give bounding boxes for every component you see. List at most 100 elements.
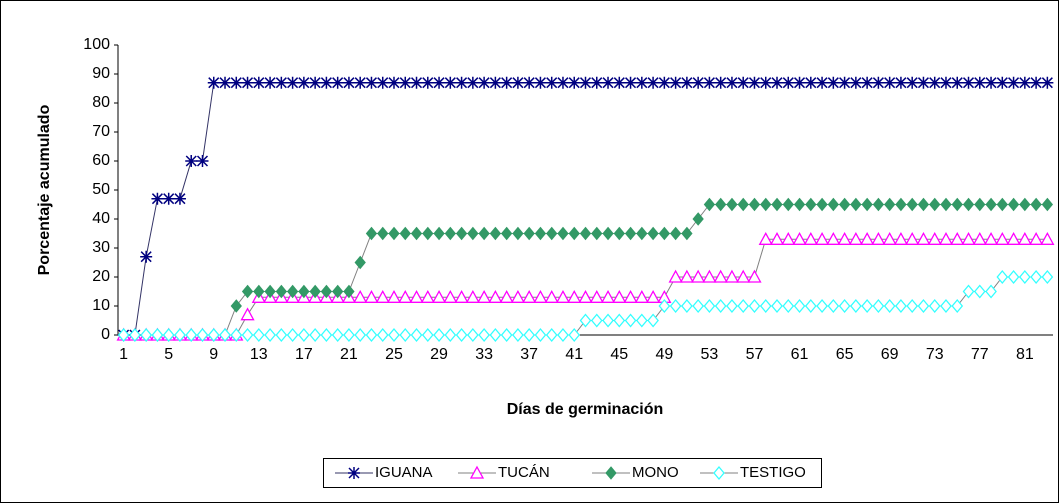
data-point <box>613 76 626 89</box>
data-point <box>692 76 705 89</box>
data-point <box>309 76 322 89</box>
x-tick-label: 45 <box>610 346 628 363</box>
data-point <box>433 226 445 241</box>
data-point <box>814 231 830 245</box>
data-point <box>579 226 592 241</box>
data-point <box>467 226 479 241</box>
data-point <box>602 76 615 89</box>
data-point <box>297 76 310 89</box>
x-tick-label: 29 <box>430 346 448 363</box>
data-point <box>748 197 761 212</box>
data-point <box>478 327 490 343</box>
data-point <box>624 226 637 241</box>
data-point <box>747 269 762 283</box>
data-point <box>669 226 682 241</box>
data-point <box>816 76 829 89</box>
data-point <box>443 289 458 303</box>
data-point <box>275 327 288 343</box>
data-point <box>600 289 616 303</box>
data-point <box>568 226 580 241</box>
data-point <box>872 197 885 212</box>
x-tick-label: 53 <box>701 346 719 363</box>
data-point <box>679 269 694 283</box>
data-point <box>320 76 333 89</box>
legend-marker <box>469 465 485 479</box>
data-point <box>1041 76 1054 89</box>
x-tick-label: 65 <box>836 346 854 363</box>
data-point <box>702 269 717 283</box>
data-point <box>320 284 333 299</box>
data-point <box>556 76 569 89</box>
data-point <box>376 76 389 89</box>
data-point <box>760 197 772 212</box>
data-point <box>478 76 491 89</box>
data-point <box>151 192 164 205</box>
data-point <box>286 327 299 343</box>
y-tick-label: 50 <box>92 181 110 198</box>
data-point <box>433 76 446 89</box>
data-point <box>883 76 896 89</box>
data-point <box>669 298 682 314</box>
data-point <box>264 327 276 343</box>
data-point <box>713 269 728 283</box>
data-point <box>882 231 897 245</box>
data-point <box>894 76 907 89</box>
data-point <box>129 327 141 343</box>
data-point <box>927 231 942 245</box>
data-point <box>590 313 603 328</box>
data-point <box>692 298 704 314</box>
data-point <box>590 76 603 89</box>
data-point <box>511 76 524 89</box>
data-point <box>736 269 751 283</box>
data-point <box>793 197 806 212</box>
data-point <box>974 197 986 212</box>
data-point <box>737 298 750 314</box>
data-point <box>681 226 693 241</box>
data-point <box>510 289 526 303</box>
data-point <box>816 298 828 314</box>
data-point <box>973 76 986 89</box>
data-point <box>343 284 355 299</box>
data-point <box>544 289 559 303</box>
data-point <box>523 226 535 241</box>
data-point <box>1018 76 1031 89</box>
data-point <box>906 197 918 212</box>
x-tick-label: 9 <box>209 346 218 363</box>
data-point <box>499 289 514 303</box>
data-point <box>1041 269 1054 285</box>
data-point <box>658 298 671 314</box>
data-point <box>567 289 582 303</box>
data-point <box>962 284 975 299</box>
data-point <box>782 197 794 212</box>
data-point <box>850 298 862 314</box>
x-tick-label: 13 <box>250 346 268 363</box>
data-point <box>1030 197 1042 212</box>
data-point <box>726 298 738 314</box>
data-point <box>1017 231 1032 245</box>
data-point <box>917 76 930 89</box>
x-tick-label: 61 <box>791 346 809 363</box>
data-point <box>500 76 513 89</box>
data-point <box>895 298 907 314</box>
data-point <box>433 327 445 343</box>
data-point <box>421 327 434 343</box>
data-point <box>871 231 886 245</box>
data-point <box>895 197 907 212</box>
data-point <box>906 76 919 89</box>
data-point <box>241 327 254 343</box>
y-tick-label: 30 <box>92 239 110 256</box>
data-point <box>465 289 480 303</box>
y-tick-label: 70 <box>92 123 110 140</box>
x-tick-label: 37 <box>520 346 538 363</box>
data-point <box>634 289 649 303</box>
data-point <box>804 298 817 314</box>
data-point <box>1019 197 1031 212</box>
data-point <box>500 327 513 343</box>
data-point <box>612 289 627 303</box>
x-tick-label: 81 <box>1016 346 1034 363</box>
data-point <box>996 269 1009 285</box>
data-point <box>725 76 738 89</box>
data-point <box>365 226 378 241</box>
x-tick-label: 69 <box>881 346 899 363</box>
